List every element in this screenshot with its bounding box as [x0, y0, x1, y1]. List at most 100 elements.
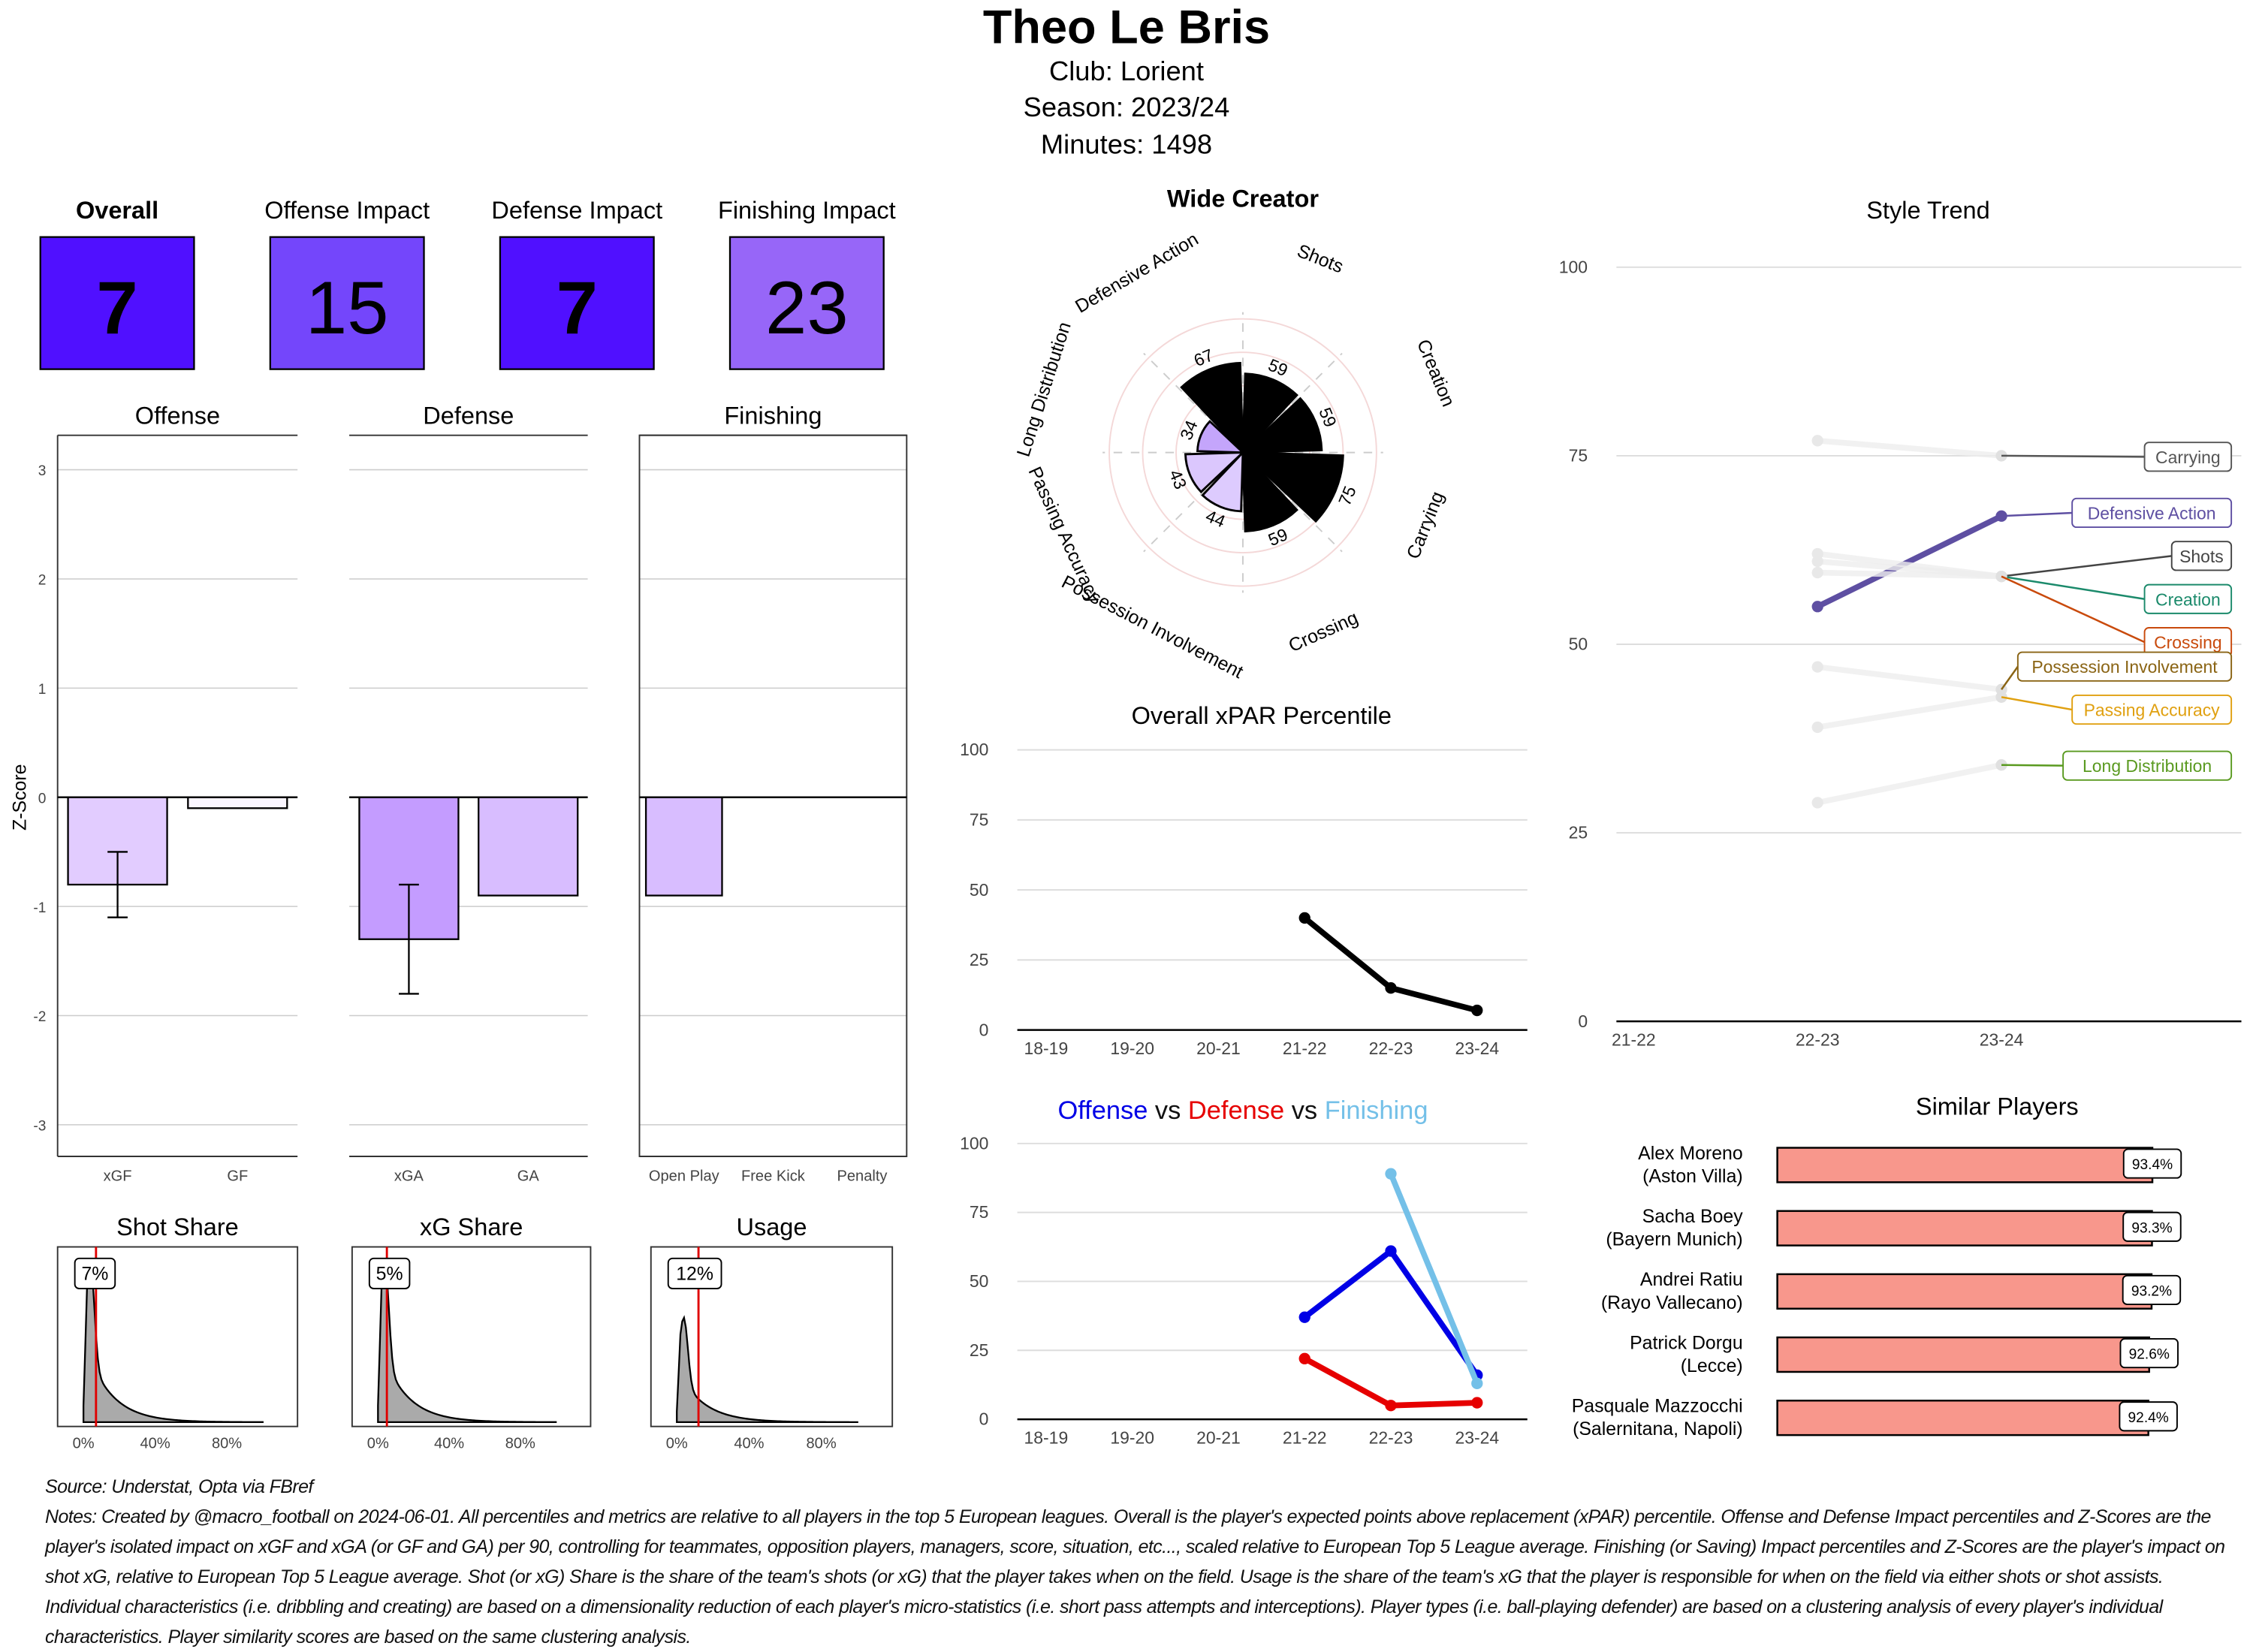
similarity-label: 93.2% [2131, 1284, 2172, 1300]
radar-value-label: 44 [1203, 506, 1229, 532]
y-tick-label: 50 [970, 880, 989, 900]
trend-label: Shots [2179, 547, 2224, 566]
density-curve [82, 1261, 264, 1424]
trend-leader [2001, 511, 2073, 517]
impact-box-title: Overall [76, 197, 158, 224]
impact-box [269, 236, 425, 370]
season-line: Season: 2023/24 [1024, 92, 1230, 122]
player-name: Alex Moreno [1638, 1143, 1743, 1164]
similarity-label-box [2122, 1274, 2182, 1306]
similarity-bar [1776, 1210, 2153, 1247]
similarity-label-box [2122, 1148, 2182, 1179]
x-tick-label: 80% [212, 1435, 242, 1452]
player-club: (Salernitana, Napoli) [1573, 1418, 1743, 1439]
value-label-box [667, 1257, 722, 1289]
bar [187, 796, 288, 809]
radar-value-label: 59 [1265, 355, 1291, 381]
radar-axis-label: Carrying [1403, 489, 1449, 562]
x-tick-label: 0% [73, 1435, 95, 1452]
y-tick-label: 100 [960, 740, 988, 759]
ovd-title: Offense vs Defense vs Finishing [1057, 1096, 1428, 1125]
value-label: 12% [676, 1264, 713, 1285]
y-tick-label: 3 [38, 463, 47, 479]
style-trend-title: Style Trend [1866, 197, 1989, 224]
trend-point [1811, 566, 1823, 579]
ovd-line-finishing [1388, 1172, 1480, 1385]
x-tick-label: GA [517, 1168, 540, 1185]
y-tick-label: 100 [1559, 257, 1588, 276]
x-tick-label: 0% [666, 1435, 688, 1452]
trend-label: Defensive Action [2088, 504, 2216, 523]
trend-label: Possession Involvement [2031, 657, 2218, 677]
radar-value-label: 59 [1315, 405, 1341, 430]
y-tick-label: 0 [979, 1409, 989, 1429]
trend-leader [2001, 575, 2146, 644]
x-tick-label: Open Play [649, 1168, 719, 1185]
x-tick-label: 23-24 [1455, 1039, 1499, 1058]
xpar-title: Overall xPAR Percentile [1132, 702, 1392, 729]
impact-box-value: 23 [765, 267, 849, 350]
y-tick-label: -1 [33, 900, 46, 916]
radar-wedge [1196, 420, 1246, 454]
y-tick-label: 75 [1569, 446, 1588, 466]
trend-label-box [2071, 694, 2233, 725]
xpar-point [1298, 912, 1310, 924]
trend-label-box [2143, 583, 2233, 614]
similarity-label: 92.6% [2129, 1347, 2170, 1363]
x-tick-label: 40% [434, 1435, 464, 1452]
ovd-point [1385, 1168, 1397, 1180]
similarity-label: 92.4% [2128, 1410, 2169, 1426]
trend-leader [2001, 555, 2172, 577]
player-name: Patrick Dorgu [1630, 1332, 1743, 1353]
x-tick-label: 21-22 [1283, 1039, 1327, 1058]
similarity-label-box [2119, 1338, 2179, 1369]
radar-wedge [1201, 449, 1244, 513]
impact-box-value: 15 [306, 267, 389, 350]
trend-leader [2001, 575, 2145, 600]
trend-label: Long Distribution [2083, 756, 2212, 776]
trend-label-box [2071, 497, 2233, 529]
trend-label-box [2143, 442, 2233, 472]
x-tick-label: 18-19 [1024, 1428, 1069, 1448]
xpar-point [1471, 1004, 1483, 1017]
density-curve [676, 1315, 858, 1424]
impact-box-title: Offense Impact [264, 197, 430, 224]
bar [478, 796, 579, 897]
player-name: Theo Le Bris [983, 1, 1270, 53]
methodology-notes: Notes: Created by @macro_football on 202… [45, 1506, 2225, 1647]
y-tick-label: 75 [970, 1202, 989, 1222]
impact-box-title: Finishing Impact [718, 197, 896, 224]
similarity-label-box [2122, 1211, 2182, 1242]
radar-ring [1142, 351, 1344, 553]
trend-point [1811, 661, 1823, 673]
radar-axis-label: Long Distribution [1013, 319, 1075, 459]
y-tick-label: 25 [1569, 823, 1588, 843]
density-curve [377, 1261, 557, 1424]
x-tick-label: xGA [394, 1168, 424, 1185]
trend-point [1811, 601, 1823, 613]
player-club: (Aston Villa) [1642, 1165, 1743, 1186]
player-club: (Bayern Munich) [1606, 1229, 1742, 1250]
radar-value-label: 75 [1335, 483, 1360, 508]
radar-value-label: 67 [1191, 345, 1217, 370]
x-tick-label: 40% [140, 1435, 170, 1452]
y-tick-label: 25 [970, 950, 989, 969]
x-tick-label: Penalty [837, 1168, 888, 1185]
trend-label: Crossing [2154, 633, 2222, 653]
impact-box [499, 236, 655, 370]
trend-leader [2001, 665, 2019, 690]
radar-value-label: 34 [1176, 418, 1202, 443]
y-tick-label: 50 [1569, 635, 1588, 654]
x-tick-label: GF [227, 1168, 248, 1185]
trend-label-box [2062, 750, 2233, 781]
player-name: Andrei Ratiu [1640, 1269, 1743, 1290]
x-tick-label: xGF [104, 1168, 132, 1185]
x-tick-label: 80% [807, 1435, 837, 1452]
player-club: (Rayo Vallecano) [1601, 1292, 1743, 1313]
x-tick-label: 0% [367, 1435, 389, 1452]
trend-leader [2001, 696, 2073, 711]
ovd-point [1471, 1377, 1483, 1389]
trend-leader [2001, 454, 2145, 458]
ovd-title-part: Defense [1188, 1096, 1284, 1125]
impact-box-value: 7 [96, 267, 137, 350]
